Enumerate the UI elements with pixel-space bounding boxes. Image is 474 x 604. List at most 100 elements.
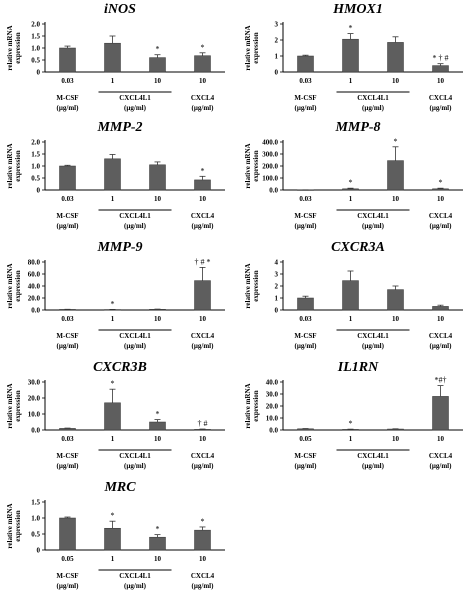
group-unit-label: (µg/ml)	[295, 342, 318, 350]
x-tick-label: 1	[349, 435, 353, 443]
bar	[297, 55, 314, 73]
chart-title: MMP-8	[334, 120, 380, 135]
x-tick-label: 1	[349, 77, 353, 85]
x-tick-label: 10	[199, 315, 207, 323]
y-axis-label-line: relative mRNA	[244, 143, 252, 188]
significance-marker: *	[349, 419, 353, 428]
bar	[432, 188, 449, 191]
x-tick-label: 0.05	[299, 435, 312, 443]
significance-marker: *	[201, 43, 205, 52]
bar	[194, 529, 211, 551]
group-label: CXCL4	[191, 572, 215, 580]
bar	[104, 527, 121, 551]
y-tick-label: 1	[275, 295, 279, 303]
y-axis-label: relative mRNAexpression	[6, 503, 22, 548]
bar	[297, 428, 314, 431]
x-tick-label: 10	[154, 77, 162, 85]
group-unit-label: (µg/ml)	[362, 104, 385, 112]
group-unit-label: (µg/ml)	[295, 222, 318, 230]
y-tick-label: 4	[275, 259, 279, 267]
y-axis-label-line: relative mRNA	[244, 25, 252, 70]
y-tick-label: 0	[37, 187, 41, 195]
group-unit-label: (µg/ml)	[57, 582, 80, 590]
significance-marker: *#†	[435, 376, 447, 385]
x-tick-label: 1	[349, 195, 353, 203]
y-axis-label: relative mRNAexpression	[244, 263, 260, 308]
group-unit-label: (µg/ml)	[430, 342, 453, 350]
y-axis-label-line: relative mRNA	[244, 383, 252, 428]
y-tick-label: 60.0	[28, 271, 41, 279]
y-tick-label: 0	[37, 69, 41, 77]
significance-marker: *	[111, 299, 115, 308]
group-label: CXCL4	[429, 94, 453, 102]
x-tick-label: 10	[199, 435, 207, 443]
y-tick-label: 80.0	[28, 259, 41, 267]
significance-marker: *	[349, 24, 353, 33]
y-tick-label: 10.0	[28, 411, 41, 419]
bar	[387, 289, 404, 311]
chart-title: IL1RN	[337, 360, 379, 375]
x-tick-label: 10	[437, 435, 445, 443]
group-unit-label: (µg/ml)	[430, 222, 453, 230]
group-label: M-CSF	[56, 212, 78, 220]
x-tick-label: 0.03	[61, 195, 74, 203]
group-label: CXCL4	[191, 212, 215, 220]
group-label: CXCL4	[191, 94, 215, 102]
bar	[297, 297, 314, 311]
x-tick-label: 10	[392, 315, 400, 323]
group-unit-label: (µg/ml)	[57, 342, 80, 350]
bar	[342, 280, 359, 311]
x-tick-label: 1	[111, 315, 115, 323]
bar	[59, 47, 76, 73]
group-unit-label: (µg/ml)	[362, 342, 385, 350]
x-tick-label: 10	[392, 195, 400, 203]
group-label: M-CSF	[294, 212, 316, 220]
bar	[104, 402, 121, 431]
chart-title: MRC	[103, 480, 136, 495]
x-tick-label: 1	[349, 315, 353, 323]
group-unit-label: (µg/ml)	[362, 462, 385, 470]
panel-cxcr3b: CXCR3B relative mRNAexpression 0.0 10.0 20.0…	[0, 358, 230, 476]
group-unit-label: (µg/ml)	[192, 104, 215, 112]
x-tick-label: 0.03	[299, 315, 312, 323]
panel-mmp2: MMP-2 relative mRNAexpression 0 0.5 1.0 1.5 2.…	[0, 118, 230, 236]
chart-title: MMP-2	[96, 120, 142, 135]
y-axis-label: relative mRNAexpression	[244, 25, 260, 70]
x-tick-label: 1	[111, 555, 115, 563]
chart-title: iNOS	[104, 2, 136, 17]
x-tick-label: 10	[199, 77, 207, 85]
chart-title: CXCR3B	[93, 360, 147, 375]
group-unit-label: (µg/ml)	[192, 462, 215, 470]
y-tick-label: 40.0	[266, 379, 279, 387]
y-tick-label: 20.0	[28, 395, 41, 403]
group-label: M-CSF	[56, 452, 78, 460]
y-axis-label-line: expression	[252, 270, 260, 301]
group-unit-label: (µg/ml)	[124, 582, 147, 590]
y-tick-label: 20.0	[266, 403, 279, 411]
bar	[432, 65, 449, 73]
group-unit-label: (µg/ml)	[362, 222, 385, 230]
x-tick-label: 10	[437, 315, 445, 323]
group-unit-label: (µg/ml)	[57, 462, 80, 470]
x-tick-label: 10	[437, 195, 445, 203]
group-label: CXCL4	[429, 332, 453, 340]
significance-marker: *	[111, 379, 115, 388]
x-tick-label: 1	[111, 77, 115, 85]
bar	[387, 42, 404, 73]
panel-cxcr3a: CXCR3A relative mRNAexpression 0 1 2 3 4 0.03 1 1…	[238, 238, 468, 356]
bar	[149, 164, 166, 191]
x-tick-label: 0.05	[61, 555, 74, 563]
x-tick-label: 1	[111, 435, 115, 443]
group-label: CXCL4	[191, 452, 215, 460]
chart-title: HMOX1	[332, 2, 383, 17]
group-label: M-CSF	[294, 452, 316, 460]
bar	[59, 517, 76, 551]
y-tick-label: 0.5	[31, 531, 40, 539]
group-label: CXCL4	[429, 212, 453, 220]
y-tick-label: 0.0	[31, 307, 40, 315]
y-tick-label: 1	[275, 53, 279, 61]
bar	[194, 280, 211, 311]
group-unit-label: (µg/ml)	[430, 462, 453, 470]
y-axis-label: relative mRNAexpression	[6, 25, 22, 70]
y-axis-label: relative mRNAexpression	[6, 263, 22, 308]
